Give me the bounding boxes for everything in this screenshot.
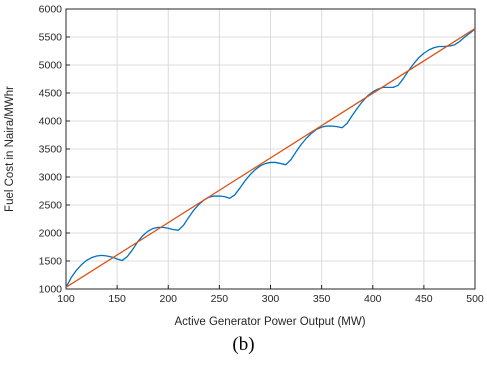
y-axis-label: Fuel Cost in Naira/MWhr xyxy=(4,86,16,212)
y-tick-label: 3000 xyxy=(39,172,63,184)
x-tick-label: 500 xyxy=(466,293,484,305)
y-tick-label: 4000 xyxy=(39,116,63,128)
y-tick-label: 5000 xyxy=(39,60,63,72)
y-tick-label: 2500 xyxy=(39,200,63,212)
series-1-line xyxy=(65,28,476,288)
x-tick-label: 350 xyxy=(313,293,331,305)
y-tick-label: 2000 xyxy=(39,228,63,240)
series-2-line xyxy=(65,28,476,288)
series-1 xyxy=(65,28,476,288)
y-tick-label: 4500 xyxy=(39,88,63,100)
x-tick-label: 150 xyxy=(108,293,126,305)
fuel-cost-chart: 100 150 200 250 300 350 400 450 500 1000 1500 2000… xyxy=(4,4,484,329)
y-tick-label: 1000 xyxy=(39,284,63,296)
x-tick-label: 100 xyxy=(57,293,75,305)
x-tick-label: 250 xyxy=(211,293,229,305)
y-axis-ticks: 1000 1500 2000 2500 3000 3500 4000 4500 5000 5500… xyxy=(39,4,70,296)
y-tick-label: 1500 xyxy=(39,256,63,268)
series-2 xyxy=(65,28,476,288)
x-tick-label: 300 xyxy=(262,293,280,305)
grid-lines xyxy=(65,8,476,290)
y-tick-label: 3500 xyxy=(39,144,63,156)
y-tick-label: 5500 xyxy=(39,32,63,44)
x-tick-label: 400 xyxy=(364,293,382,305)
series-lines xyxy=(65,28,476,288)
y-tick-label: 6000 xyxy=(39,4,63,16)
x-axis-ticks: 100 150 200 250 300 350 400 450 500 xyxy=(57,285,484,305)
x-tick-label: 450 xyxy=(415,293,433,305)
x-axis-label: Active Generator Power Output (MW) xyxy=(174,316,365,328)
figure-caption: (b) xyxy=(232,334,255,355)
x-tick-label: 200 xyxy=(159,293,177,305)
